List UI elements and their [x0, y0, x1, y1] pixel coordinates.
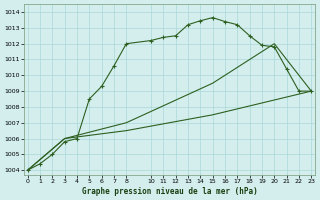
X-axis label: Graphe pression niveau de la mer (hPa): Graphe pression niveau de la mer (hPa) [82, 187, 257, 196]
